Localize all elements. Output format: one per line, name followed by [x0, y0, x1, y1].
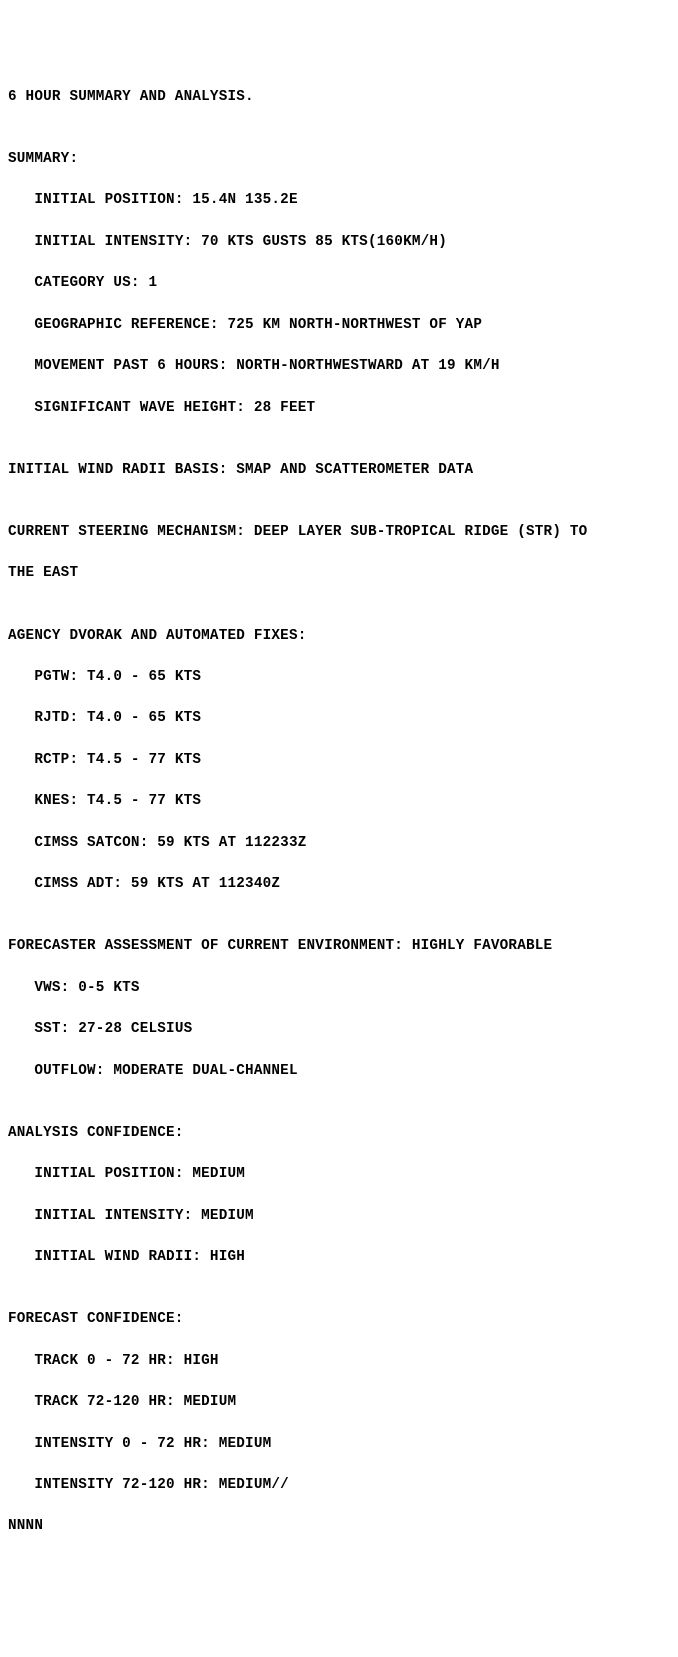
indent	[8, 275, 34, 291]
indent	[8, 358, 34, 374]
summary-wave-height: SIGNIFICANT WAVE HEIGHT: 28 FEET	[8, 398, 678, 419]
value: PGTW: T4.0 - 65 KTS	[34, 669, 201, 685]
value: CATEGORY US: 1	[34, 275, 157, 291]
analysis-conf-title: ANALYSIS CONFIDENCE:	[8, 1123, 678, 1144]
value: TRACK 72-120 HR: MEDIUM	[34, 1394, 236, 1410]
indent	[8, 1477, 34, 1493]
dvorak-rjtd: RJTD: T4.0 - 65 KTS	[8, 708, 678, 729]
dvorak-satcon: CIMSS SATCON: 59 KTS AT 112233Z	[8, 833, 678, 854]
dvorak-rctp: RCTP: T4.5 - 77 KTS	[8, 750, 678, 771]
indent	[8, 835, 34, 851]
summary-category-us: CATEGORY US: 1	[8, 273, 678, 294]
steering-line-2: THE EAST	[8, 563, 678, 584]
indent	[8, 752, 34, 768]
forecast-conf-i072: INTENSITY 0 - 72 HR: MEDIUM	[8, 1434, 678, 1455]
indent	[8, 1063, 34, 1079]
analysis-conf-intensity: INITIAL INTENSITY: MEDIUM	[8, 1206, 678, 1227]
indent	[8, 317, 34, 333]
value: INITIAL POSITION: 15.4N 135.2E	[34, 192, 297, 208]
value: INITIAL INTENSITY: MEDIUM	[34, 1208, 254, 1224]
indent	[8, 192, 34, 208]
dvorak-adt: CIMSS ADT: 59 KTS AT 112340Z	[8, 874, 678, 895]
wind-radii-basis: INITIAL WIND RADII BASIS: SMAP AND SCATT…	[8, 460, 678, 481]
summary-title: SUMMARY:	[8, 149, 678, 170]
forecast-conf-t072: TRACK 0 - 72 HR: HIGH	[8, 1351, 678, 1372]
value: CIMSS SATCON: 59 KTS AT 112233Z	[34, 835, 306, 851]
value: SST: 27-28 CELSIUS	[34, 1021, 192, 1037]
env-sst: SST: 27-28 CELSIUS	[8, 1019, 678, 1040]
indent	[8, 669, 34, 685]
value: RJTD: T4.0 - 65 KTS	[34, 710, 201, 726]
summary-initial-position: INITIAL POSITION: 15.4N 135.2E	[8, 190, 678, 211]
env-title: FORECASTER ASSESSMENT OF CURRENT ENVIRON…	[8, 936, 678, 957]
indent	[8, 710, 34, 726]
value: INTENSITY 72-120 HR: MEDIUM//	[34, 1477, 289, 1493]
dvorak-pgtw: PGTW: T4.0 - 65 KTS	[8, 667, 678, 688]
value: INITIAL POSITION: MEDIUM	[34, 1166, 245, 1182]
value: INITIAL INTENSITY: 70 KTS GUSTS 85 KTS(1…	[34, 234, 447, 250]
indent	[8, 1436, 34, 1452]
analysis-conf-windradii: INITIAL WIND RADII: HIGH	[8, 1247, 678, 1268]
steering-line-1: CURRENT STEERING MECHANISM: DEEP LAYER S…	[8, 522, 678, 543]
forecast-conf-t72120: TRACK 72-120 HR: MEDIUM	[8, 1392, 678, 1413]
indent	[8, 980, 34, 996]
indent	[8, 1353, 34, 1369]
forecast-conf-i72120: INTENSITY 72-120 HR: MEDIUM//	[8, 1475, 678, 1496]
value: SIGNIFICANT WAVE HEIGHT: 28 FEET	[34, 400, 315, 416]
value: INTENSITY 0 - 72 HR: MEDIUM	[34, 1436, 271, 1452]
indent	[8, 1394, 34, 1410]
forecast-conf-title: FORECAST CONFIDENCE:	[8, 1309, 678, 1330]
value: KNES: T4.5 - 77 KTS	[34, 793, 201, 809]
indent	[8, 1021, 34, 1037]
indent	[8, 400, 34, 416]
header: 6 HOUR SUMMARY AND ANALYSIS.	[8, 87, 678, 108]
value: RCTP: T4.5 - 77 KTS	[34, 752, 201, 768]
indent	[8, 1249, 34, 1265]
env-outflow: OUTFLOW: MODERATE DUAL-CHANNEL	[8, 1061, 678, 1082]
value: VWS: 0-5 KTS	[34, 980, 139, 996]
summary-geographic-reference: GEOGRAPHIC REFERENCE: 725 KM NORTH-NORTH…	[8, 315, 678, 336]
value: INITIAL WIND RADII: HIGH	[34, 1249, 245, 1265]
footer: NNNN	[8, 1516, 678, 1537]
summary-initial-intensity: INITIAL INTENSITY: 70 KTS GUSTS 85 KTS(1…	[8, 232, 678, 253]
dvorak-title: AGENCY DVORAK AND AUTOMATED FIXES:	[8, 626, 678, 647]
value: GEOGRAPHIC REFERENCE: 725 KM NORTH-NORTH…	[34, 317, 482, 333]
indent	[8, 793, 34, 809]
value: TRACK 0 - 72 HR: HIGH	[34, 1353, 218, 1369]
summary-movement: MOVEMENT PAST 6 HOURS: NORTH-NORTHWESTWA…	[8, 356, 678, 377]
indent	[8, 234, 34, 250]
value: OUTFLOW: MODERATE DUAL-CHANNEL	[34, 1063, 297, 1079]
value: CIMSS ADT: 59 KTS AT 112340Z	[34, 876, 280, 892]
indent	[8, 1208, 34, 1224]
dvorak-knes: KNES: T4.5 - 77 KTS	[8, 791, 678, 812]
indent	[8, 1166, 34, 1182]
env-vws: VWS: 0-5 KTS	[8, 978, 678, 999]
analysis-conf-position: INITIAL POSITION: MEDIUM	[8, 1164, 678, 1185]
indent	[8, 876, 34, 892]
value: MOVEMENT PAST 6 HOURS: NORTH-NORTHWESTWA…	[34, 358, 499, 374]
